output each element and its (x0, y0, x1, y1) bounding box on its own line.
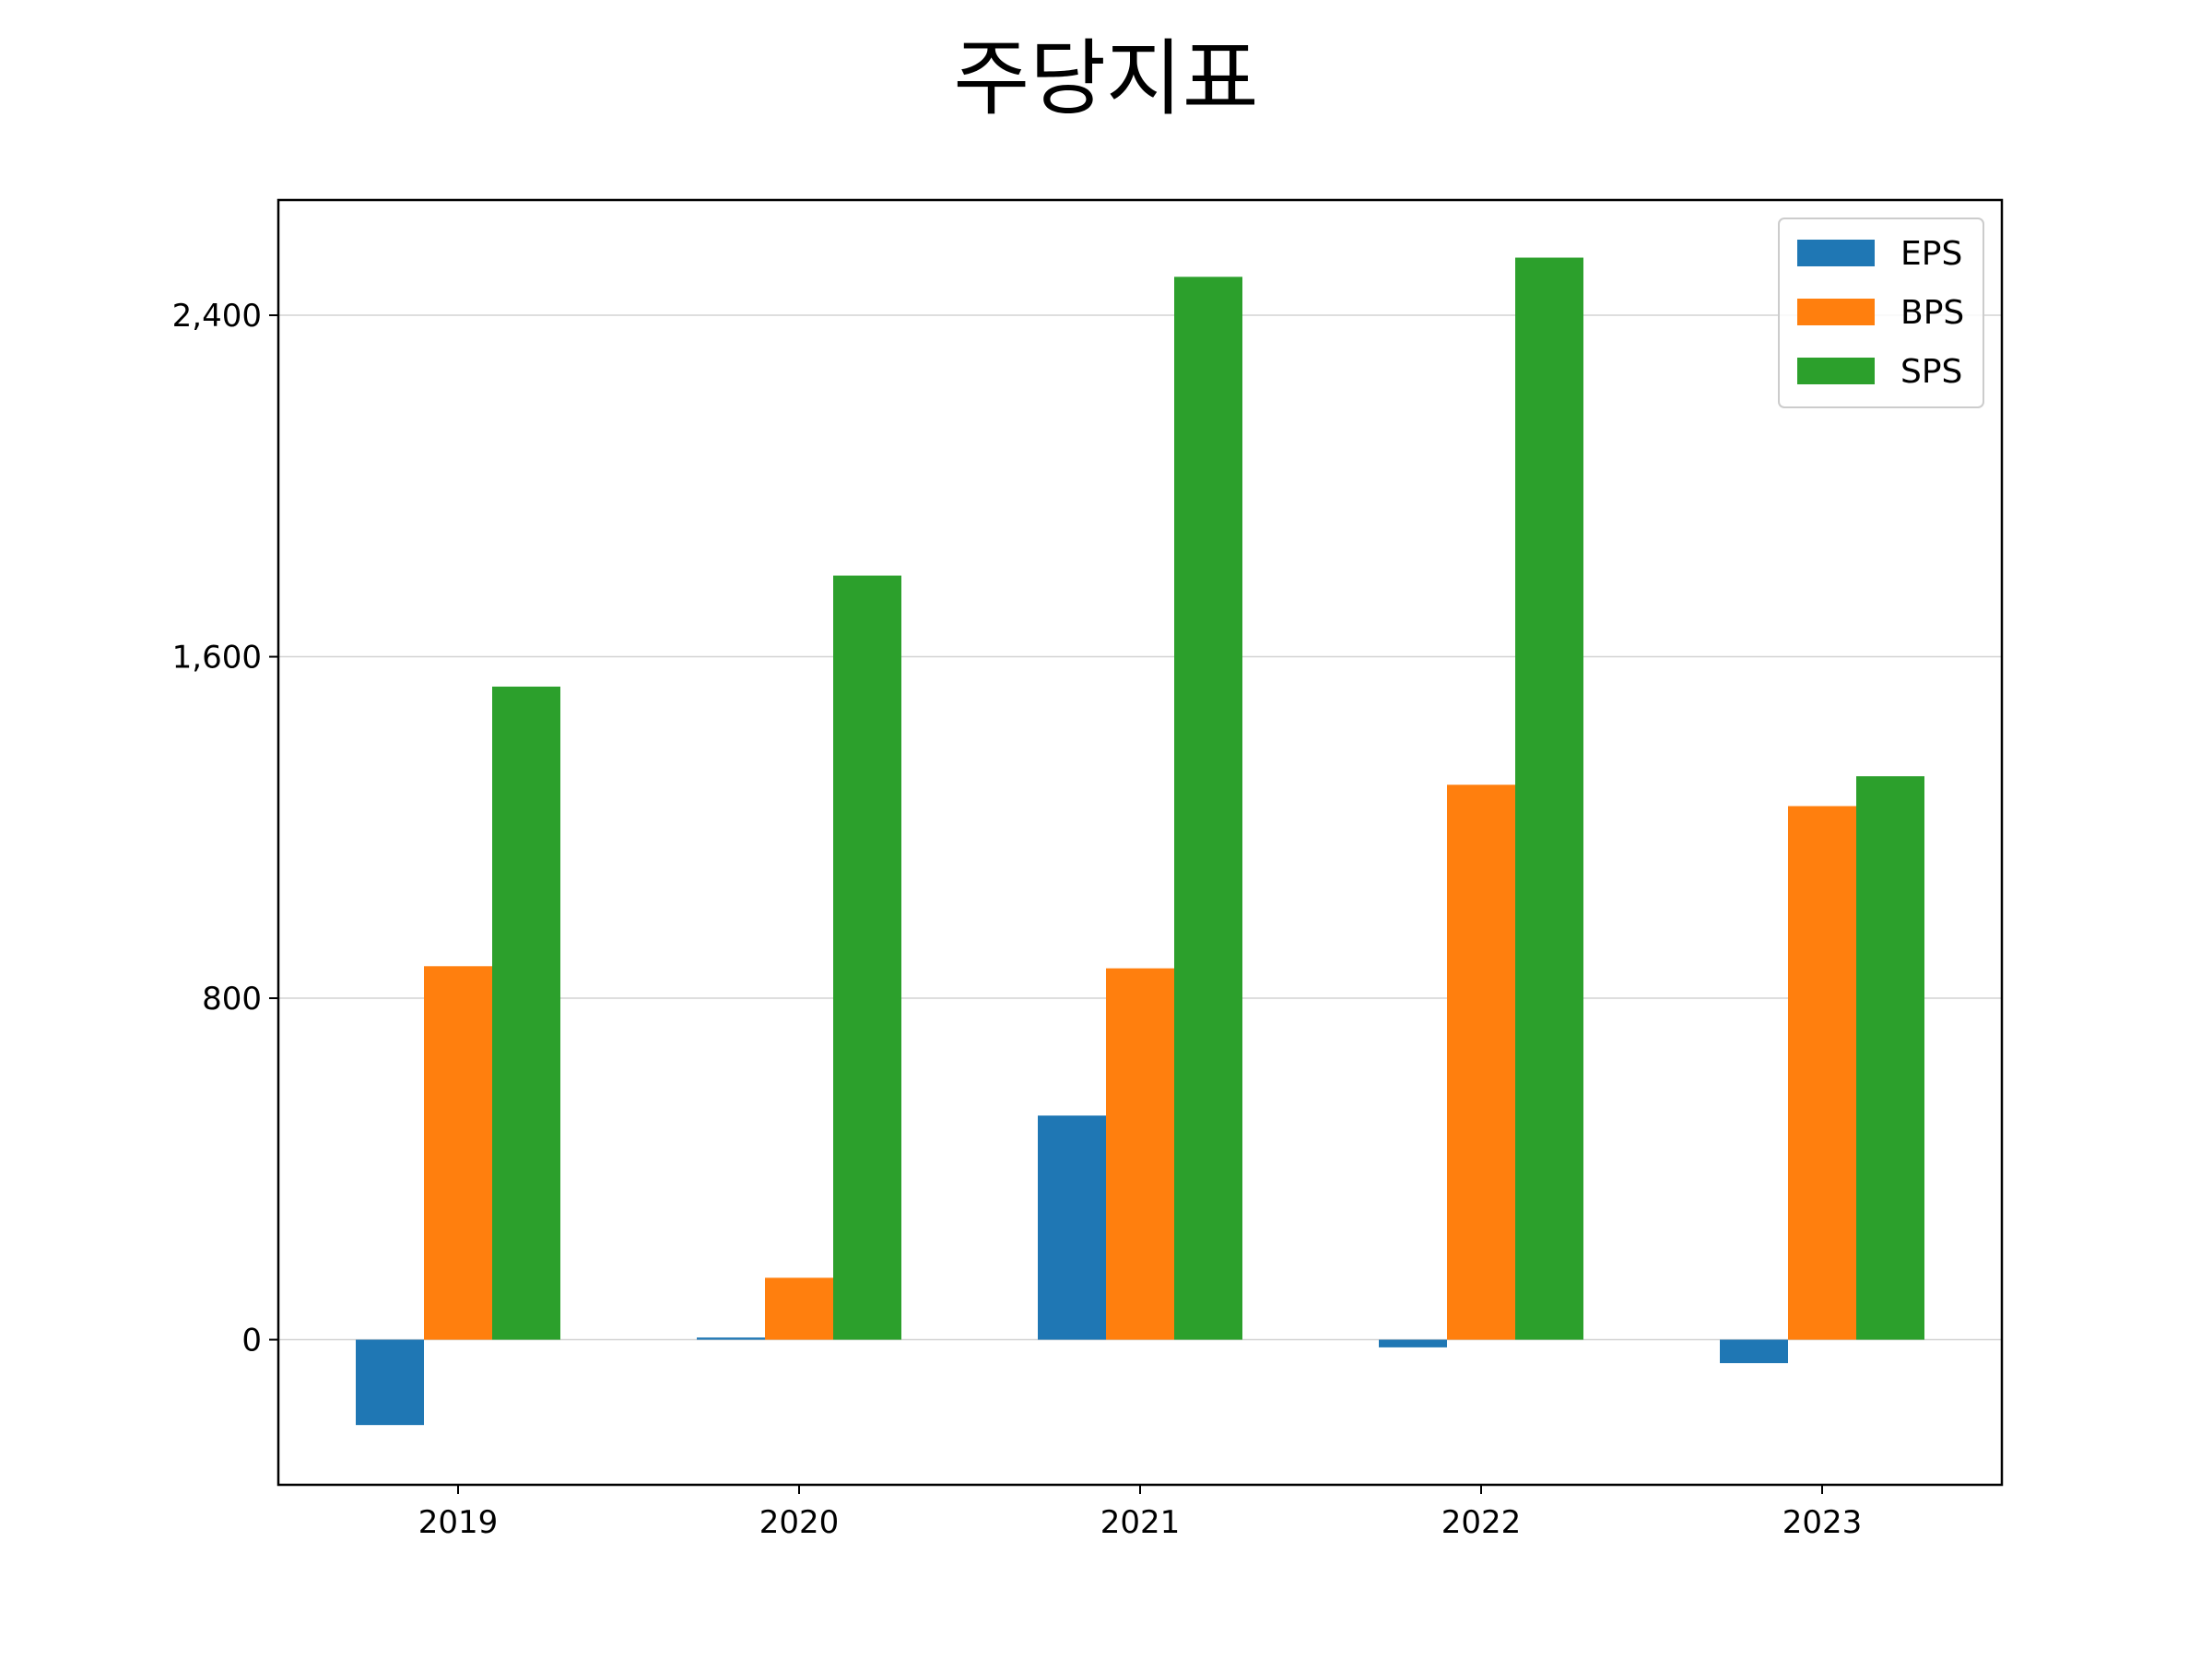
y-tick-label: 1,600 (172, 640, 262, 677)
legend-swatch-bps (1797, 299, 1875, 325)
legend-label-eps: EPS (1900, 235, 1962, 273)
legend-swatch-eps (1797, 240, 1875, 266)
bar-eps-2022 (1379, 1339, 1447, 1347)
x-tick-label: 2019 (418, 1504, 499, 1541)
bar-eps-2019 (356, 1339, 424, 1426)
bar-eps-2020 (697, 1337, 765, 1340)
bar-sps-2021 (1174, 276, 1242, 1340)
legend-label-sps: SPS (1900, 353, 1962, 391)
y-tick-label: 800 (202, 981, 262, 1018)
legend-swatch-sps (1797, 358, 1875, 384)
legend: EPS BPS SPS (1778, 218, 1984, 408)
bar-layer (356, 257, 1924, 1426)
chart-title: 주당지표 (953, 30, 1259, 127)
y-tick-label: 2,400 (172, 298, 262, 335)
bar-bps-2021 (1106, 968, 1174, 1340)
x-tick-label: 2023 (1783, 1504, 1863, 1541)
plot-frame (276, 198, 2004, 1487)
bar-eps-2021 (1038, 1115, 1106, 1340)
bar-bps-2022 (1447, 784, 1515, 1340)
bar-eps-2023 (1720, 1339, 1788, 1364)
x-tick-label: 2022 (1441, 1504, 1522, 1541)
bar-bps-2019 (424, 966, 492, 1340)
x-tick-label: 2021 (1100, 1504, 1181, 1541)
legend-label-bps: BPS (1900, 294, 1964, 332)
bar-bps-2020 (765, 1277, 833, 1340)
bar-sps-2020 (833, 575, 901, 1340)
bar-sps-2019 (492, 686, 560, 1340)
bar-sps-2022 (1515, 257, 1583, 1340)
axis-layer: 0 800 1,600 2,400 2019 2020 2021 2022 2023 (172, 198, 2004, 1541)
bar-bps-2023 (1788, 806, 1856, 1340)
y-tick-label: 0 (241, 1323, 262, 1359)
x-tick-label: 2020 (759, 1504, 840, 1541)
bar-sps-2023 (1856, 776, 1924, 1340)
